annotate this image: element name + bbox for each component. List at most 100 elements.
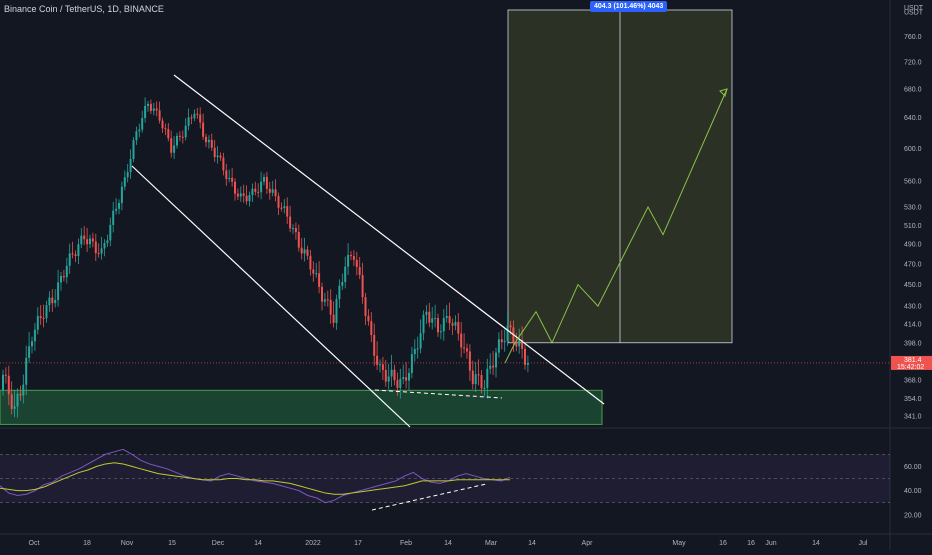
candle-up — [445, 315, 448, 319]
candle-down — [448, 315, 451, 324]
candle-down — [10, 394, 13, 409]
time-tick-label: 16 — [719, 540, 727, 547]
candle-up — [260, 181, 263, 193]
candle-up — [126, 172, 129, 178]
candle-down — [161, 120, 164, 129]
candle-up — [120, 186, 123, 203]
candle-up — [335, 299, 338, 323]
candle-up — [173, 145, 176, 153]
candle-up — [390, 369, 393, 377]
price-tick-label: 398.0 — [904, 340, 922, 347]
symbol-title: Binance Coin / TetherUS, 1D, BINANCE — [4, 4, 164, 14]
candle-down — [149, 103, 152, 111]
candle-up — [48, 297, 51, 306]
candle-down — [492, 365, 495, 368]
candle-up — [402, 377, 405, 379]
price-tick-label: 470.0 — [904, 261, 922, 268]
candle-up — [399, 378, 402, 389]
rsi-line — [0, 448, 511, 504]
divergence-rsi-line — [371, 483, 487, 511]
candle-down — [361, 274, 364, 298]
candle-up — [271, 189, 274, 193]
candle-down — [210, 139, 213, 148]
candle-down — [468, 351, 471, 371]
candle-down — [190, 117, 193, 119]
candle-down — [234, 181, 236, 194]
price-tick-label: 760.0 — [904, 34, 922, 41]
projection-arrowhead — [719, 88, 728, 97]
candle-down — [178, 135, 181, 137]
candle-up — [138, 129, 141, 132]
candle-up — [442, 318, 445, 332]
countdown-value: 15:42:02 — [897, 364, 924, 371]
candle-down — [39, 316, 42, 319]
candle-up — [434, 318, 437, 320]
candle-down — [466, 348, 468, 352]
candle-down — [74, 254, 77, 256]
time-tick-label: 14 — [528, 540, 536, 547]
time-tick-label: Jun — [765, 540, 776, 547]
candle-down — [202, 122, 205, 137]
price-tick-label: 530.0 — [904, 205, 922, 212]
candle-up — [228, 177, 231, 180]
candle-up — [207, 139, 210, 143]
candle-up — [486, 368, 489, 388]
candle-down — [480, 375, 483, 389]
candle-up — [338, 285, 341, 300]
candle-up — [141, 118, 144, 130]
candle-up — [176, 135, 178, 146]
price-tick-label: 368.0 — [904, 377, 922, 384]
candle-up — [526, 362, 529, 365]
candle-down — [312, 269, 315, 274]
candle-down — [306, 249, 309, 256]
candle-up — [495, 352, 497, 368]
candle-up — [323, 299, 326, 302]
candle-down — [457, 322, 460, 334]
candle-up — [387, 376, 390, 382]
candle-down — [83, 235, 86, 240]
candle-down — [257, 191, 260, 193]
candle-up — [135, 131, 138, 141]
time-tick-label: Apr — [582, 540, 594, 547]
candle-up — [216, 155, 219, 158]
candle-up — [425, 311, 428, 315]
candle-down — [245, 195, 248, 202]
price-tick-label: USDT — [904, 10, 924, 17]
candle-down — [254, 188, 257, 192]
price-tick-label: 490.0 — [904, 242, 922, 249]
candle-down — [471, 370, 474, 385]
candle-up — [303, 249, 306, 254]
candle-down — [265, 176, 268, 189]
candle-up — [132, 140, 135, 159]
support-zone — [0, 389, 603, 425]
candle-down — [352, 256, 355, 260]
candle-up — [45, 305, 48, 319]
candle-up — [25, 357, 28, 385]
candle-down — [405, 377, 408, 381]
upper-channel-line — [173, 74, 605, 405]
candle-down — [167, 129, 170, 139]
price-unit-label: USDT — [904, 5, 924, 12]
candle-up — [379, 364, 381, 366]
candle-down — [42, 318, 45, 320]
candle-down — [196, 113, 199, 115]
candle-down — [7, 375, 10, 395]
candle-up — [33, 329, 36, 342]
candle-up — [503, 341, 506, 343]
candle-up — [292, 228, 294, 230]
projection-path — [504, 88, 728, 364]
candle-down — [428, 311, 431, 323]
time-tick-label: 15 — [168, 540, 176, 547]
measure-label: 404.3 (101.46%) 4043 — [590, 1, 668, 12]
time-tick-label: 14 — [254, 540, 262, 547]
candle-down — [515, 342, 518, 347]
candle-down — [521, 340, 524, 349]
price-tick-label: 510.0 — [904, 223, 922, 230]
candle-down — [155, 108, 158, 111]
candle-up — [347, 254, 350, 267]
candle-down — [524, 348, 526, 365]
candle-down — [94, 241, 97, 254]
candle-down — [463, 347, 466, 349]
